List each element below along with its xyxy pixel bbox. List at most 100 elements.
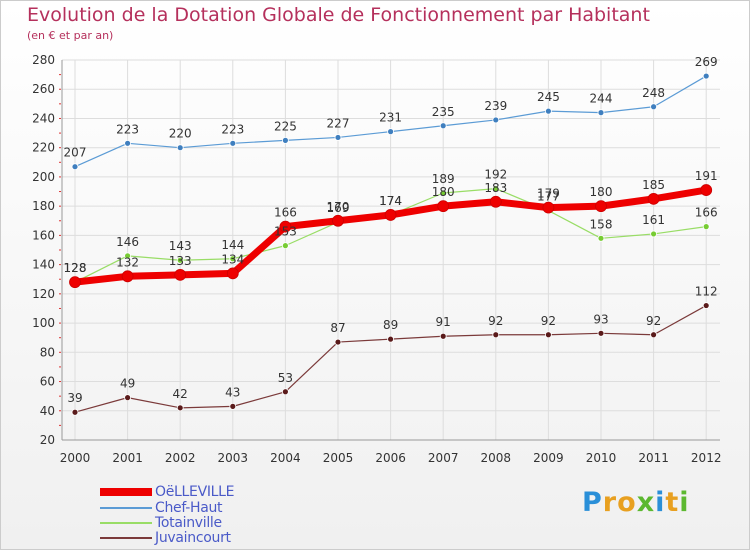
data-point-juvaincourt — [439, 332, 447, 340]
data-point-totainville — [281, 242, 289, 250]
y-tick-label: 140 — [32, 258, 55, 272]
data-label-chef-haut: 245 — [537, 90, 560, 104]
data-point-chef-haut — [176, 144, 184, 152]
data-point-o-lleville — [279, 220, 292, 233]
y-tick-label: 280 — [32, 53, 55, 67]
data-point-chef-haut — [281, 136, 289, 144]
data-label-chef-haut: 269 — [695, 55, 718, 69]
x-tick-label: 2006 — [375, 451, 406, 465]
y-tick-label: 200 — [32, 170, 55, 184]
data-point-totainville — [439, 189, 447, 197]
data-label-o-lleville: 191 — [695, 169, 718, 183]
x-tick-label: 2009 — [533, 451, 564, 465]
data-label-o-lleville: 128 — [64, 261, 87, 275]
data-label-o-lleville: 166 — [274, 206, 297, 220]
data-label-o-lleville: 134 — [221, 252, 244, 266]
chart-subtitle: (en € et par an) — [27, 29, 114, 42]
data-label-totainville: 146 — [116, 235, 139, 249]
data-point-juvaincourt — [545, 331, 552, 339]
data-point-juvaincourt — [492, 331, 500, 339]
data-point-totainville — [176, 256, 184, 264]
data-label-totainville: 128 — [64, 261, 87, 275]
x-tick-label: 2011 — [638, 451, 669, 465]
data-label-totainville: 144 — [221, 238, 244, 252]
data-point-chef-haut — [334, 134, 342, 141]
data-label-juvaincourt: 92 — [541, 314, 556, 328]
data-label-totainville: 169 — [327, 201, 350, 215]
data-point-chef-haut — [229, 139, 237, 147]
data-point-juvaincourt — [281, 388, 289, 396]
axes: 20 40 60 80 100 120 140 160 180 200 220 240 260 280 20… — [32, 53, 721, 465]
data-point-o-lleville — [174, 268, 187, 281]
data-label-o-lleville: 180 — [432, 185, 455, 199]
data-label-totainville: 158 — [590, 217, 613, 231]
data-label-totainville: 153 — [274, 225, 297, 239]
data-label-o-lleville: 183 — [484, 181, 507, 195]
data-label-juvaincourt: 92 — [646, 314, 661, 328]
data-point-chef-haut — [650, 103, 657, 111]
data-label-chef-haut: 207 — [64, 146, 87, 160]
data-point-totainville — [597, 234, 605, 242]
data-label-totainville: 161 — [642, 213, 665, 227]
data-point-juvaincourt — [124, 394, 131, 402]
data-label-o-lleville: 132 — [116, 255, 139, 269]
y-tick-label: 20 — [40, 433, 55, 447]
data-point-juvaincourt — [229, 402, 237, 410]
data-point-o-lleville — [595, 200, 607, 213]
y-tick-label: 160 — [32, 228, 55, 242]
data-label-totainville: 143 — [169, 239, 192, 253]
x-tick-label: 2004 — [270, 451, 301, 465]
data-point-juvaincourt — [387, 335, 395, 343]
logo-letter: x — [636, 487, 656, 518]
data-label-chef-haut: 223 — [116, 122, 139, 136]
logo-letter: i — [679, 487, 690, 518]
data-point-chef-haut — [439, 122, 447, 130]
data-point-juvaincourt — [334, 338, 342, 346]
logo-letter: t — [665, 487, 680, 518]
data-label-chef-haut: 223 — [221, 122, 244, 136]
x-tick-label: 2000 — [60, 451, 91, 465]
data-point-o-lleville — [226, 267, 239, 280]
data-point-juvaincourt — [702, 302, 710, 309]
legend-label-oelleville: OëLLEVILLE — [155, 484, 235, 500]
series-group — [69, 72, 713, 416]
legend-swatch-chef-haut — [100, 507, 152, 509]
data-label-totainville: 189 — [432, 172, 455, 186]
proxiti-logo: Proxiti — [582, 487, 690, 518]
data-label-juvaincourt: 92 — [488, 314, 503, 328]
chart-title: Evolution de la Dotation Globale de Fonc… — [27, 4, 650, 26]
data-label-o-lleville: 179 — [537, 187, 560, 201]
y-tick-label: 80 — [40, 345, 55, 359]
data-label-juvaincourt: 93 — [593, 312, 608, 326]
x-tick-label: 2008 — [481, 451, 512, 465]
legend-swatch-totainville — [100, 522, 152, 524]
x-tick-label: 2005 — [323, 451, 354, 465]
data-label-chef-haut: 235 — [432, 105, 455, 119]
data-label-o-lleville: 180 — [590, 185, 613, 199]
data-point-o-lleville — [332, 214, 344, 227]
data-point-o-lleville — [121, 270, 134, 283]
logo-letter: r — [602, 487, 618, 518]
logo-letter: i — [655, 487, 666, 518]
data-label-o-lleville: 133 — [169, 254, 192, 268]
y-tick-label: 180 — [32, 199, 55, 213]
data-point-juvaincourt — [650, 331, 657, 339]
data-point-chef-haut — [545, 107, 552, 115]
legend-swatch-oelleville — [100, 488, 152, 496]
data-point-chef-haut — [597, 109, 605, 117]
legend-label-juvaincourt: Juvaincourt — [155, 530, 231, 546]
data-point-o-lleville — [542, 201, 555, 214]
data-label-chef-haut: 239 — [484, 99, 507, 113]
data-label-chef-haut: 244 — [590, 92, 613, 106]
data-point-chef-haut — [71, 163, 79, 171]
data-point-totainville — [702, 223, 710, 231]
data-label-juvaincourt: 91 — [436, 315, 451, 329]
data-point-o-lleville — [700, 184, 713, 196]
data-point-chef-haut — [387, 128, 395, 136]
data-point-juvaincourt — [597, 329, 605, 337]
legend-swatch-juvaincourt — [100, 537, 152, 539]
data-label-o-lleville: 174 — [379, 194, 402, 208]
data-point-chef-haut — [124, 139, 131, 147]
data-point-o-lleville — [437, 200, 450, 213]
